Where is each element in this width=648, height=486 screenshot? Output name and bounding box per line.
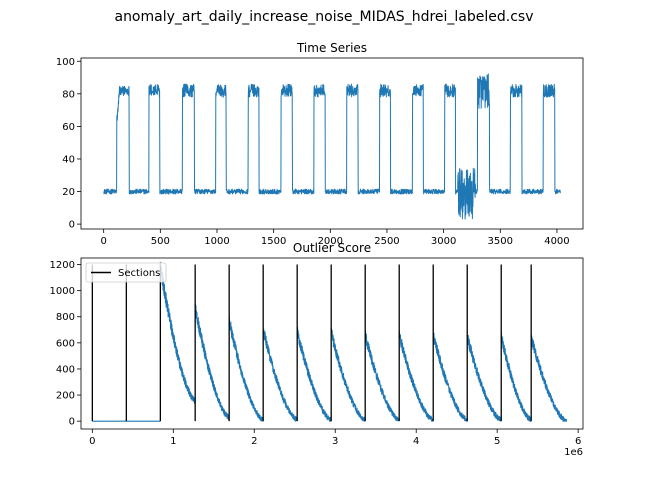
outlier-score-y-axis: 0 200 400 600 800 1000 1200 — [50, 260, 81, 428]
time-series-y-tick-label: 20 — [62, 187, 75, 198]
time-series-x-tick-label: 0 — [100, 236, 106, 247]
time-series-y-tick-label: 40 — [62, 154, 75, 165]
outlier-score-panel: Outlier Score 0 1 2 3 4 5 6 0 200 400 600 800 1000 1… — [50, 241, 584, 458]
outlier-score-decay-segment — [432, 332, 468, 422]
outlier-score-x-tick-label: 4 — [413, 436, 419, 447]
outlier-score-decay-segment — [364, 330, 400, 422]
outlier-score-series — [92, 261, 568, 422]
legend-label-sections: Sections — [118, 268, 160, 279]
outlier-score-decay-segment — [159, 261, 196, 404]
time-series-x-tick-label: 2500 — [374, 236, 399, 247]
legend: Sections — [85, 262, 167, 283]
time-series-x-tick-label: 500 — [151, 236, 170, 247]
outlier-score-decay-segment — [194, 303, 230, 421]
section-lines — [91, 264, 532, 422]
outlier-score-y-tick-label: 1000 — [50, 286, 75, 297]
time-series-x-tick-label: 1500 — [261, 236, 286, 247]
time-series-panel: Time Series 0 500 1000 1500 2000 2500 3000 3500… — [56, 41, 584, 247]
outlier-score-decay-segment — [228, 315, 264, 422]
outlier-score-title: Outlier Score — [293, 241, 371, 255]
outlier-score-decay-segment — [466, 333, 502, 422]
outlier-score-y-tick-label: 1200 — [50, 260, 75, 271]
time-series-y-axis: 0 20 40 60 80 100 — [56, 57, 81, 231]
outlier-score-x-tick-label: 1 — [170, 436, 176, 447]
x-offset-label: 1e6 — [564, 447, 583, 458]
outlier-score-x-tick-label: 6 — [575, 436, 581, 447]
time-series-y-tick-label: 60 — [62, 122, 75, 133]
time-series-y-tick-label: 0 — [69, 220, 75, 231]
outlier-score-y-tick-label: 0 — [69, 417, 75, 428]
outlier-score-decay-segment — [398, 329, 434, 422]
outlier-score-x-tick-label: 2 — [251, 436, 257, 447]
time-series-x-axis: 0 500 1000 1500 2000 2500 3000 3500 4000 — [100, 229, 570, 247]
time-series-x-tick-label: 2000 — [318, 236, 343, 247]
outlier-score-y-tick-label: 800 — [56, 312, 75, 323]
outlier-score-x-tick-label: 5 — [494, 436, 500, 447]
legend-box — [85, 262, 167, 283]
outlier-score-decay-segment — [500, 331, 532, 422]
outlier-score-y-tick-label: 400 — [56, 364, 75, 375]
outlier-score-decay-segment — [530, 334, 568, 422]
time-series-x-tick-label: 1000 — [204, 236, 229, 247]
figure-title: anomaly_art_daily_increase_noise_MIDAS_h… — [114, 9, 533, 25]
outlier-score-y-tick-label: 200 — [56, 391, 75, 402]
outlier-score-decay-segment — [330, 327, 366, 422]
time-series-x-tick-label: 3000 — [431, 236, 456, 247]
time-series-series — [103, 73, 561, 220]
outlier-score-decay-segment — [262, 328, 298, 422]
outlier-score-x-tick-label: 0 — [89, 436, 95, 447]
time-series-frame — [80, 57, 584, 230]
time-series-x-tick-label: 3500 — [488, 236, 513, 247]
time-series-y-tick-label: 100 — [56, 57, 75, 68]
time-series-y-tick-label: 80 — [62, 89, 75, 100]
outlier-score-x-tick-label: 3 — [332, 436, 338, 447]
outlier-score-x-axis: 0 1 2 3 4 5 6 — [89, 429, 581, 447]
outlier-score-decay-segment — [296, 326, 332, 422]
time-series-x-tick-label: 4000 — [544, 236, 569, 247]
time-series-line — [103, 73, 561, 220]
outlier-score-frame — [80, 257, 584, 430]
time-series-title: Time Series — [296, 41, 367, 55]
outlier-score-y-tick-label: 600 — [56, 338, 75, 349]
